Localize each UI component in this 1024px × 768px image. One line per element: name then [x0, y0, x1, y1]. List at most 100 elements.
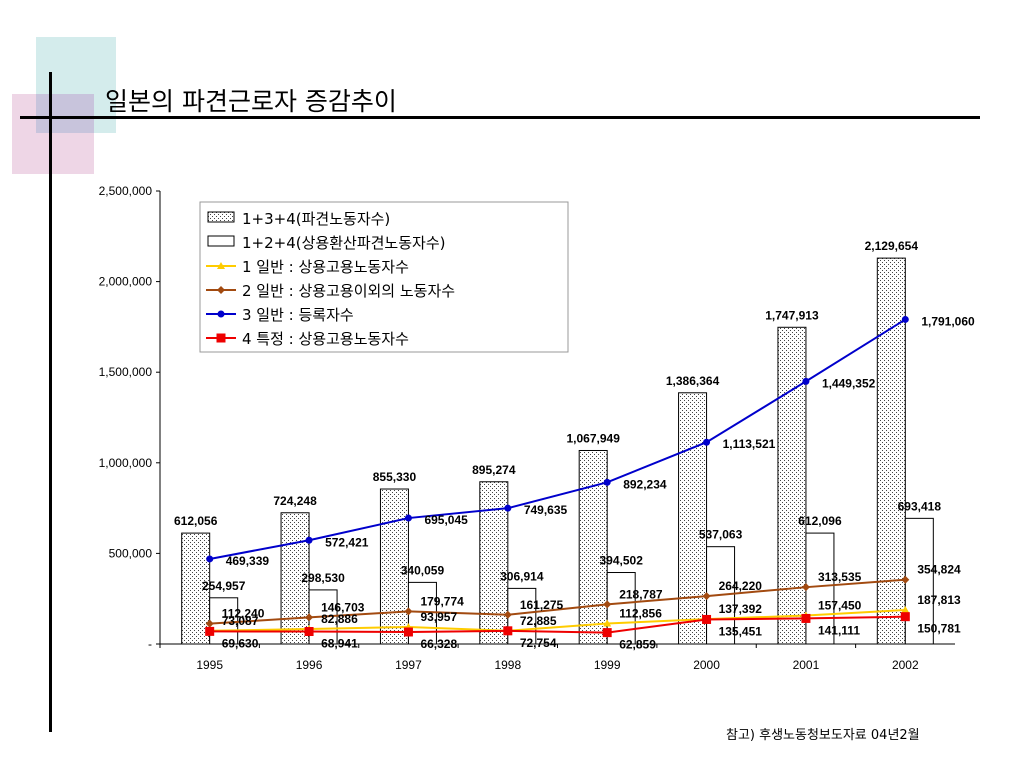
line-label: 82,886: [321, 612, 358, 626]
line-label: 146,703: [321, 600, 365, 614]
bar-label-dispatched-workers: 1,067,949: [566, 431, 620, 445]
chart-lines: [205, 315, 910, 638]
line-label: 749,635: [524, 503, 568, 517]
y-tick-label: -: [148, 637, 152, 651]
marker-point: [702, 592, 711, 601]
line-label: 187,813: [917, 593, 961, 607]
line-label: 141,111: [818, 623, 860, 637]
legend-box: [199, 201, 569, 353]
x-tick-label: 1998: [494, 658, 521, 672]
legend-swatch-dotted: [207, 211, 235, 223]
legend-swatch-white: [207, 235, 235, 247]
line-specific-employees: [209, 615, 906, 634]
marker-point: [901, 315, 909, 323]
line-label: 218,787: [619, 587, 663, 601]
line-label: 72,754: [520, 636, 557, 650]
bar-dispatched-workers: [181, 532, 211, 645]
x-tick-label: 2002: [892, 658, 919, 672]
line-label: 150,781: [917, 622, 961, 636]
marker-point: [305, 536, 313, 544]
line-label: 62,859: [619, 638, 656, 652]
marker-point: [901, 605, 910, 613]
bar-label-dispatched-workers: 1,386,364: [666, 374, 720, 388]
bar-dispatched-workers: [280, 512, 310, 645]
marker-point: [304, 627, 314, 637]
line-label: 93,957: [420, 610, 457, 624]
bar-converted-workers: [805, 532, 835, 645]
bar-label-dispatched-workers: 855,330: [373, 470, 417, 484]
line-label: 892,234: [623, 477, 667, 491]
x-tick-label: 1997: [395, 658, 422, 672]
line-label: 1,791,060: [921, 314, 975, 328]
bar-label-converted-workers: 298,530: [301, 571, 345, 585]
x-tick-label: 1999: [594, 658, 621, 672]
legend-marker: [217, 262, 225, 269]
x-tick-label: 1996: [296, 658, 323, 672]
marker-point: [404, 514, 412, 522]
bar-label-converted-workers: 254,957: [202, 579, 246, 593]
line-label: 161,275: [520, 598, 564, 612]
line-label: 72,885: [520, 614, 557, 628]
line-label: 695,045: [424, 513, 468, 527]
line-label: 112,856: [619, 607, 662, 621]
legend-marker: [216, 333, 226, 343]
line-registered-workers: [209, 318, 906, 560]
y-tick-label: 2,000,000: [99, 275, 153, 289]
line-label: 1,113,521: [723, 437, 776, 451]
bar-label-dispatched-workers: 895,274: [472, 463, 516, 477]
legend-label: 1+2+4(상용환산파견노동자수): [242, 234, 445, 252]
line-label: 112,240: [222, 607, 265, 621]
marker-point: [901, 575, 910, 584]
chart-legend: 1+3+4(파견노동자수) 1+2+4(상용환산파견노동자수) 1 일반 : 상용고…: [199, 201, 569, 353]
y-tick-label: 500,000: [109, 546, 153, 560]
bar-dispatched-workers: [578, 449, 608, 645]
bar-label-converted-workers: 306,914: [500, 569, 544, 583]
bar-label-converted-workers: 537,063: [699, 528, 743, 542]
y-tick-label: 1,500,000: [99, 365, 153, 379]
line-label: 135,451: [719, 624, 763, 638]
bar-label-converted-workers: 612,096: [798, 514, 842, 528]
bar-dispatched-workers: [876, 257, 906, 645]
bar-label-converted-workers: 693,418: [898, 499, 942, 513]
legend-label: 2 일반 : 상용고용이외의 노동자수: [242, 282, 455, 300]
line-label: 179,774: [420, 594, 464, 608]
line-regular-employees: [209, 608, 906, 632]
bar-label-dispatched-workers: 1,747,913: [765, 308, 819, 322]
marker-point: [503, 610, 512, 619]
marker-point: [602, 628, 612, 638]
bar-dispatched-workers: [678, 392, 708, 645]
bar-converted-workers: [507, 587, 537, 645]
marker-point: [403, 627, 413, 637]
legend-marker: [217, 286, 225, 294]
y-tick-label: 2,500,000: [99, 184, 153, 198]
marker-point: [603, 478, 611, 486]
marker-point: [404, 607, 413, 616]
legend-marker: [217, 310, 225, 318]
title-underline: [20, 116, 980, 119]
line-label: 66,328: [420, 637, 457, 651]
marker-point: [900, 612, 910, 622]
chart-data-labels: 612,056 724,248 855,330 895,274 1,067,949 1,3…: [174, 239, 975, 652]
page-title: 일본의 파견근로자 증감추이: [105, 87, 397, 116]
marker-point: [206, 555, 214, 563]
marker-point: [801, 613, 811, 623]
marker-point: [603, 600, 612, 609]
line-label: 264,220: [719, 579, 763, 593]
legend-label: 1+3+4(파견노동자수): [242, 210, 390, 228]
line-label: 572,421: [325, 535, 369, 549]
marker-point: [702, 614, 712, 624]
bar-label-converted-workers: 394,502: [599, 554, 643, 568]
bar-label-dispatched-workers: 2,129,654: [865, 239, 919, 253]
decor-vertical-line: [49, 72, 52, 732]
bar-label-dispatched-workers: 612,056: [174, 514, 218, 528]
bar-dispatched-workers: [479, 481, 509, 645]
marker-point: [305, 613, 314, 622]
line-non-regular-workers: [209, 578, 906, 625]
line-label: 73,087: [222, 614, 259, 628]
line-label: 68,941: [321, 637, 358, 651]
x-tick-label: 2000: [693, 658, 720, 672]
line-label: 157,450: [818, 598, 862, 612]
line-label: 69,630: [222, 636, 259, 650]
line-label: 1,449,352: [822, 376, 876, 390]
